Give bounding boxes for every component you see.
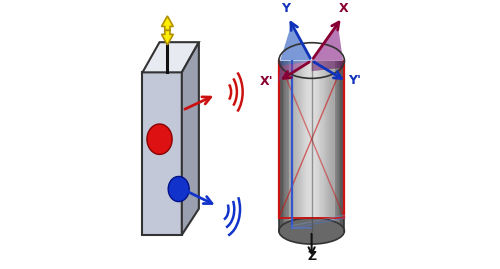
Polygon shape xyxy=(340,61,341,231)
Polygon shape xyxy=(332,61,334,231)
Polygon shape xyxy=(284,61,286,231)
Text: Z: Z xyxy=(307,250,316,263)
Polygon shape xyxy=(279,61,280,231)
Polygon shape xyxy=(334,61,336,231)
FancyArrow shape xyxy=(162,16,173,30)
Text: X: X xyxy=(339,2,348,15)
Polygon shape xyxy=(292,61,293,231)
Polygon shape xyxy=(298,61,300,231)
Polygon shape xyxy=(283,61,284,231)
Polygon shape xyxy=(317,61,318,231)
Text: X': X' xyxy=(260,75,274,88)
Polygon shape xyxy=(304,61,305,231)
Polygon shape xyxy=(310,61,312,231)
Polygon shape xyxy=(305,61,306,231)
Polygon shape xyxy=(312,61,314,231)
Polygon shape xyxy=(306,61,308,231)
Polygon shape xyxy=(339,61,340,231)
Text: Y': Y' xyxy=(348,74,361,87)
Polygon shape xyxy=(302,61,303,231)
Polygon shape xyxy=(322,61,324,231)
Polygon shape xyxy=(281,61,282,231)
Polygon shape xyxy=(324,61,326,231)
Polygon shape xyxy=(315,61,316,231)
FancyArrow shape xyxy=(162,30,173,45)
Polygon shape xyxy=(316,61,317,231)
Polygon shape xyxy=(320,61,322,231)
Polygon shape xyxy=(308,61,310,231)
Polygon shape xyxy=(330,61,332,231)
Ellipse shape xyxy=(168,176,189,201)
Polygon shape xyxy=(326,61,327,231)
Polygon shape xyxy=(293,61,294,231)
Polygon shape xyxy=(280,24,312,61)
Polygon shape xyxy=(182,42,199,235)
Polygon shape xyxy=(291,61,292,231)
Polygon shape xyxy=(336,61,338,231)
Polygon shape xyxy=(341,61,342,231)
Polygon shape xyxy=(312,24,343,61)
Ellipse shape xyxy=(279,218,344,244)
Polygon shape xyxy=(142,42,199,72)
Polygon shape xyxy=(329,61,330,231)
Ellipse shape xyxy=(147,124,172,154)
Polygon shape xyxy=(142,72,182,235)
Polygon shape xyxy=(288,61,290,231)
Polygon shape xyxy=(294,61,295,231)
Polygon shape xyxy=(327,61,328,231)
Polygon shape xyxy=(303,61,304,231)
Polygon shape xyxy=(280,61,281,231)
Polygon shape xyxy=(278,61,312,82)
Polygon shape xyxy=(280,61,312,66)
Polygon shape xyxy=(314,61,315,231)
Polygon shape xyxy=(296,61,298,231)
Polygon shape xyxy=(300,61,302,231)
Polygon shape xyxy=(328,61,329,231)
Polygon shape xyxy=(290,61,291,231)
Text: Y: Y xyxy=(281,2,290,15)
Polygon shape xyxy=(286,61,288,231)
Polygon shape xyxy=(342,61,344,231)
Polygon shape xyxy=(295,61,296,231)
Polygon shape xyxy=(312,61,343,71)
Polygon shape xyxy=(338,61,339,231)
Polygon shape xyxy=(282,61,283,231)
Polygon shape xyxy=(318,61,320,231)
